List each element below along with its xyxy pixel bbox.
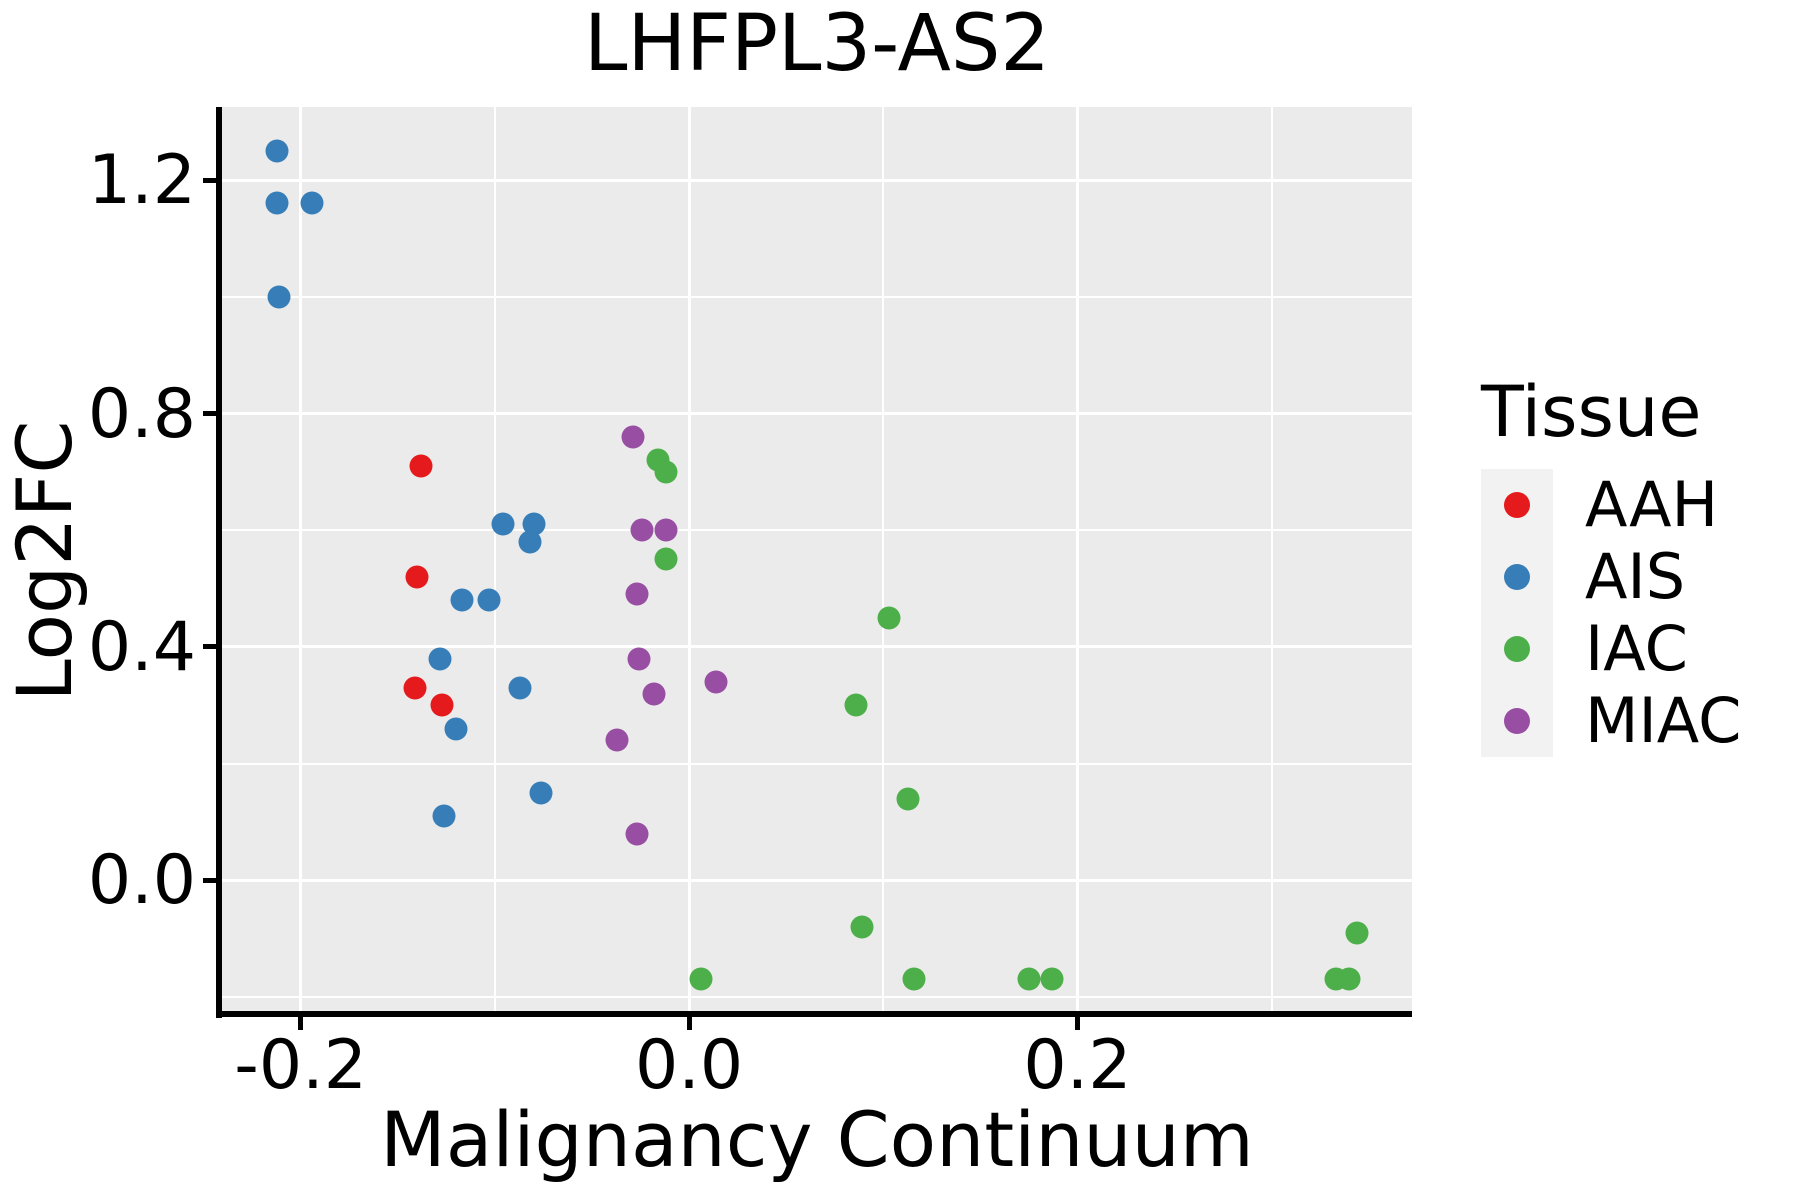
- data-point-iac: [654, 547, 678, 571]
- gridline-x-minor: [1270, 107, 1273, 1011]
- legend-title: Tissue: [1481, 371, 1702, 453]
- chart-title: LHFPL3-AS2: [583, 0, 1051, 89]
- data-point-miac: [654, 518, 678, 542]
- legend-item-label: AIS: [1585, 540, 1686, 613]
- x-axis-title: Malignancy Continuum: [380, 1095, 1254, 1184]
- data-point-iac: [844, 693, 868, 717]
- data-point-ais: [267, 285, 291, 309]
- legend-swatch-aah: [1504, 492, 1530, 518]
- plot-panel: [222, 107, 1412, 1011]
- data-point-ais: [265, 139, 289, 163]
- data-point-ais: [444, 717, 468, 741]
- data-point-aah: [430, 693, 454, 717]
- x-tick-label: 0.0: [634, 1026, 744, 1105]
- gridline-y-minor: [222, 529, 1412, 532]
- data-point-iac: [1337, 967, 1361, 991]
- x-tick-mark: [1074, 1017, 1080, 1030]
- legend-item-ais: AIS: [1481, 541, 1741, 613]
- y-tick-mark: [203, 411, 216, 416]
- y-tick-label: 1.2: [87, 141, 196, 221]
- data-point-ais: [508, 676, 532, 700]
- data-point-iac: [902, 967, 926, 991]
- data-point-iac: [850, 915, 874, 939]
- legend: Tissue AAH AIS IAC MIAC: [1481, 377, 1741, 757]
- y-tick-mark: [203, 177, 216, 183]
- data-point-miac: [625, 822, 649, 846]
- legend-item-aah: AAH: [1481, 469, 1741, 541]
- legend-swatch-iac: [1504, 636, 1530, 662]
- data-point-miac: [605, 728, 629, 752]
- legend-swatch-ais: [1504, 564, 1530, 590]
- data-point-miac: [627, 647, 651, 671]
- data-point-aah: [405, 565, 429, 589]
- data-point-iac: [877, 606, 901, 630]
- legend-item-iac: IAC: [1481, 613, 1741, 685]
- legend-key: [1481, 469, 1553, 541]
- legend-item-label: AAH: [1585, 468, 1719, 541]
- legend-key: [1481, 685, 1553, 757]
- x-tick-label: 0.2: [1023, 1026, 1132, 1105]
- x-axis-line: [216, 1011, 1412, 1017]
- y-tick-mark: [203, 644, 216, 650]
- data-point-ais: [450, 588, 474, 612]
- data-point-iac: [689, 967, 713, 991]
- gridline-y-major: [222, 645, 1412, 649]
- data-point-ais: [491, 512, 515, 536]
- data-point-iac: [654, 460, 678, 484]
- data-point-miac: [625, 582, 649, 606]
- y-axis-title: Log2FC: [0, 420, 89, 702]
- legend-items: AAH AIS IAC MIAC: [1481, 469, 1741, 757]
- data-point-iac: [1040, 967, 1064, 991]
- data-point-miac: [704, 670, 728, 694]
- data-point-aah: [403, 676, 427, 700]
- data-point-aah: [409, 454, 433, 478]
- data-point-iac: [896, 787, 920, 811]
- gridline-x-major: [1075, 107, 1079, 1011]
- gridline-y-major: [222, 178, 1412, 182]
- data-point-ais: [522, 512, 546, 536]
- gridline-y-major: [222, 412, 1412, 415]
- data-point-ais: [518, 530, 542, 554]
- legend-key: [1481, 541, 1553, 613]
- data-point-ais: [428, 647, 452, 671]
- gridline-x-minor: [493, 107, 496, 1011]
- data-point-ais: [477, 588, 501, 612]
- y-tick-label: 0.4: [87, 607, 196, 687]
- gridline-y-major: [222, 878, 1412, 882]
- legend-item-label: MIAC: [1585, 684, 1742, 757]
- y-axis-line: [216, 107, 222, 1018]
- x-tick-mark: [686, 1017, 692, 1030]
- data-point-ais: [265, 191, 289, 215]
- data-point-iac: [1345, 921, 1369, 945]
- data-point-miac: [621, 425, 645, 449]
- data-point-miac: [630, 518, 654, 542]
- legend-item-label: IAC: [1585, 612, 1688, 685]
- y-tick-mark: [203, 877, 216, 883]
- y-tick-label: 0.8: [87, 374, 196, 454]
- legend-item-miac: MIAC: [1481, 685, 1741, 757]
- x-tick-label: -0.2: [234, 1026, 367, 1105]
- gridline-y-minor: [222, 762, 1412, 765]
- data-point-iac: [1017, 967, 1041, 991]
- gridline-y-minor: [222, 295, 1412, 298]
- data-point-miac: [642, 682, 666, 706]
- x-tick-mark: [298, 1017, 304, 1030]
- data-point-ais: [529, 781, 553, 805]
- gridline-x-minor: [882, 107, 885, 1011]
- data-point-ais: [432, 804, 456, 828]
- gridline-y-minor: [222, 995, 1412, 998]
- y-tick-label: 0.0: [87, 841, 196, 921]
- gridline-x-major: [299, 107, 303, 1011]
- data-point-ais: [300, 191, 324, 215]
- legend-key: [1481, 613, 1553, 685]
- legend-swatch-miac: [1504, 708, 1530, 734]
- gridline-x-major: [687, 107, 691, 1011]
